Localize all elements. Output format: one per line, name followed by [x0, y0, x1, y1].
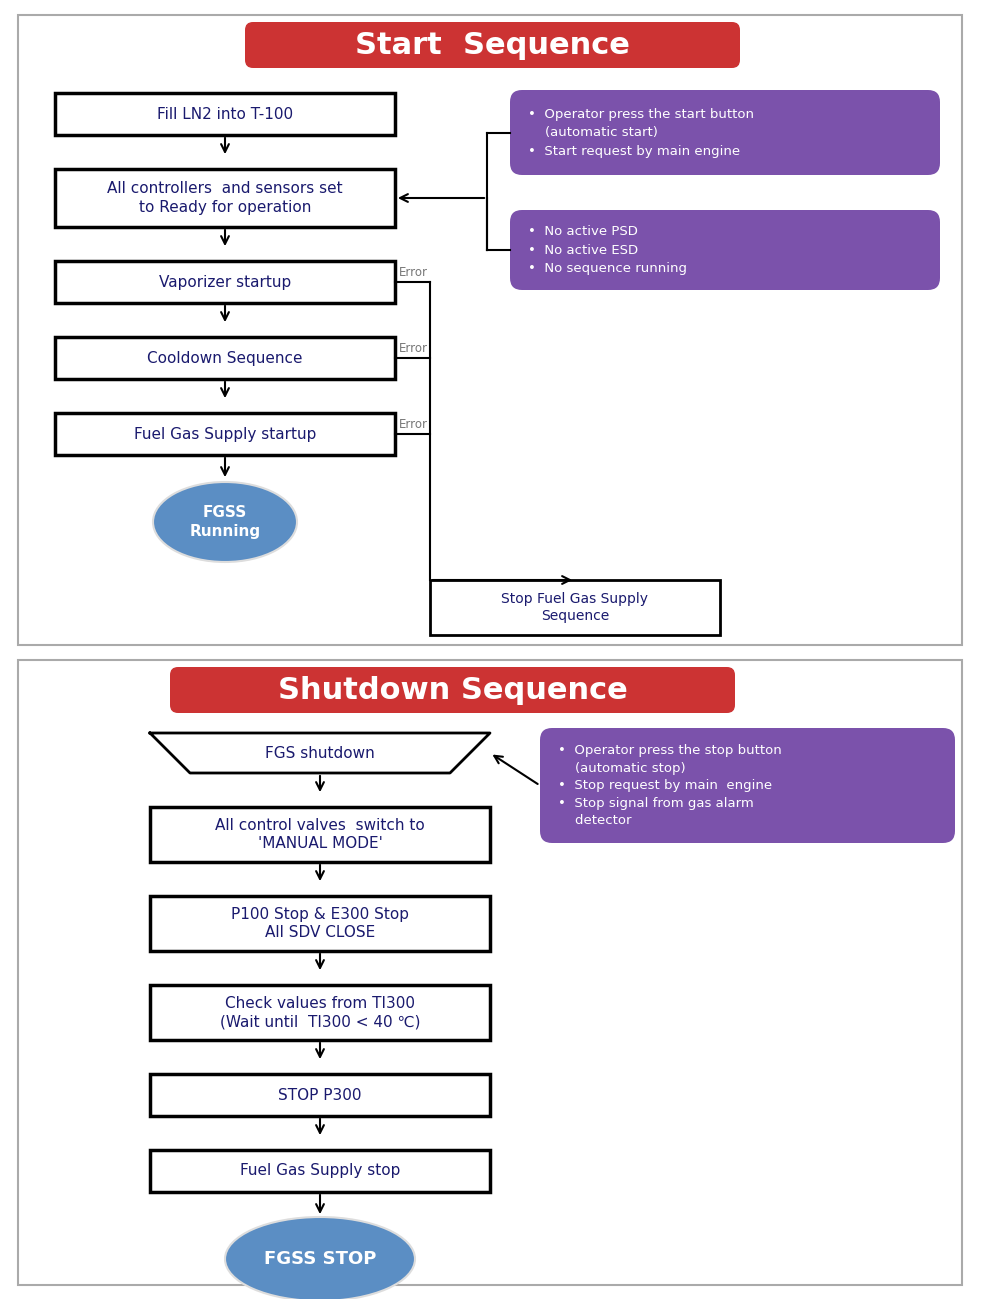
Bar	[55, 94, 395, 135]
Text: FGSS
Running: FGSS Running	[190, 505, 260, 539]
Text: •  No active PSD
•  No active ESD
•  No sequence running: • No active PSD • No active ESD • No seq…	[528, 225, 687, 275]
Text: Fuel Gas Supply startup: Fuel Gas Supply startup	[134, 426, 316, 442]
Text: STOP P300: STOP P300	[278, 1087, 361, 1103]
Text: •  Operator press the start button
    (automatic start)
•  Start request by mai: • Operator press the start button (autom…	[528, 108, 754, 157]
Text: Check values from TI300
(Wait until  TI300 < 40 ℃): Check values from TI300 (Wait until TI30…	[220, 996, 420, 1029]
Text: •  Operator press the stop button
    (automatic stop)
•  Stop request by main  : • Operator press the stop button (automa…	[558, 744, 782, 827]
Bar	[18, 16, 962, 646]
Text: All control valves  switch to
'MANUAL MODE': All control valves switch to 'MANUAL MOD…	[215, 817, 425, 851]
Text: Error: Error	[399, 418, 428, 431]
Bar	[150, 985, 490, 1040]
Ellipse shape	[153, 482, 297, 562]
Bar	[55, 336, 395, 379]
Ellipse shape	[225, 1217, 415, 1299]
Text: FGSS STOP: FGSS STOP	[264, 1250, 376, 1268]
FancyBboxPatch shape	[170, 666, 735, 713]
Text: Error: Error	[399, 342, 428, 355]
FancyBboxPatch shape	[540, 727, 955, 843]
Bar	[150, 896, 490, 951]
Bar	[55, 169, 395, 227]
Text: Error: Error	[399, 266, 428, 279]
Bar	[18, 660, 962, 1285]
Bar	[150, 1074, 490, 1116]
Text: Vaporizer startup: Vaporizer startup	[159, 274, 291, 290]
Polygon shape	[150, 733, 490, 773]
Bar	[55, 413, 395, 455]
FancyBboxPatch shape	[245, 22, 740, 68]
Text: P100 Stop & E300 Stop
All SDV CLOSE: P100 Stop & E300 Stop All SDV CLOSE	[231, 907, 409, 940]
FancyBboxPatch shape	[510, 90, 940, 175]
Bar	[150, 1150, 490, 1192]
Text: All controllers  and sensors set
to Ready for operation: All controllers and sensors set to Ready…	[107, 181, 343, 214]
Text: Fuel Gas Supply stop: Fuel Gas Supply stop	[240, 1164, 401, 1178]
Text: Cooldown Sequence: Cooldown Sequence	[147, 351, 302, 365]
Text: Fill LN2 into T-100: Fill LN2 into T-100	[157, 107, 293, 122]
Text: Shutdown Sequence: Shutdown Sequence	[278, 675, 627, 704]
Bar	[150, 807, 490, 863]
FancyBboxPatch shape	[510, 210, 940, 290]
Text: FGS shutdown: FGS shutdown	[265, 746, 375, 760]
Text: Stop Fuel Gas Supply
Sequence: Stop Fuel Gas Supply Sequence	[502, 592, 648, 624]
Bar	[430, 579, 720, 635]
Text: Start  Sequence: Start Sequence	[355, 30, 629, 60]
Bar	[55, 261, 395, 303]
